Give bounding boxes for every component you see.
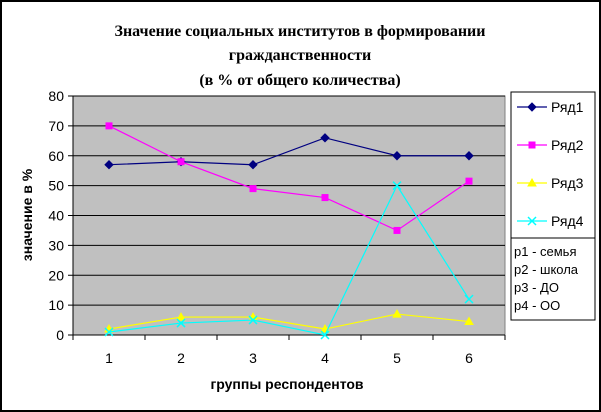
data-point xyxy=(465,177,473,185)
notes-box-frame xyxy=(510,237,596,321)
data-point xyxy=(105,122,113,130)
legend-marker xyxy=(528,141,536,149)
y-tick-label: 60 xyxy=(48,148,64,164)
data-point xyxy=(392,181,402,191)
y-tick-label: 30 xyxy=(48,237,64,253)
series-group xyxy=(104,122,474,340)
y-tick-label: 80 xyxy=(48,88,64,104)
data-point xyxy=(392,151,402,161)
chart-title-line-2: гражданственности xyxy=(229,47,371,64)
data-point xyxy=(177,158,185,166)
y-tick-label: 40 xyxy=(48,208,64,224)
gridlines xyxy=(68,95,505,336)
data-point xyxy=(176,318,186,328)
x-axis-label: группы респондентов xyxy=(210,376,363,392)
x-tick-labels: 1 2 3 4 5 6 xyxy=(105,350,473,366)
x-tick-label: 1 xyxy=(105,350,113,366)
notes-box: р1 - семья р2 - школа р3 - ДО р4 - ОО xyxy=(510,237,596,321)
series-line xyxy=(108,125,470,232)
data-point xyxy=(248,315,258,325)
y-tick-label: 70 xyxy=(48,118,64,134)
x-tick-label: 3 xyxy=(249,350,257,366)
data-point xyxy=(320,330,330,340)
legend-item: Ряд3 xyxy=(517,175,584,191)
x-tick-label: 2 xyxy=(177,350,185,366)
legend-label: Ряд3 xyxy=(551,175,584,191)
series-line xyxy=(108,137,469,166)
legend-label: Ряд2 xyxy=(551,137,584,153)
series-line xyxy=(108,313,470,330)
data-point xyxy=(104,327,114,337)
axes xyxy=(72,96,506,340)
x-tick-label: 4 xyxy=(321,350,329,366)
y-tick-label: 50 xyxy=(48,178,64,194)
y-tick-label: 10 xyxy=(48,297,64,313)
data-point xyxy=(249,185,257,193)
legend-item: Ряд4 xyxy=(517,213,584,229)
x-tick-label: 5 xyxy=(393,350,401,366)
data-point xyxy=(320,133,330,143)
note-line: р3 - ДО xyxy=(514,280,559,295)
series-4 xyxy=(104,181,474,340)
chart-subtitle: (в % от общего количества) xyxy=(199,72,400,89)
legend-label: Ряд1 xyxy=(551,99,584,115)
data-point xyxy=(464,316,474,326)
legend-marker xyxy=(527,177,537,187)
legend-marker xyxy=(527,216,537,226)
data-point xyxy=(176,312,186,321)
legend-item: Ряд2 xyxy=(517,137,584,153)
y-tick-label: 0 xyxy=(56,327,64,343)
data-point xyxy=(464,151,474,161)
series-2 xyxy=(105,122,473,234)
data-point xyxy=(464,294,474,304)
chart-title-line-1: Значение социальных институтов в формиро… xyxy=(115,23,486,40)
legend-box xyxy=(510,91,596,241)
y-tick-labels: 0 10 20 30 40 50 60 70 80 xyxy=(48,88,64,343)
y-tick-label: 20 xyxy=(48,267,64,283)
data-point xyxy=(392,309,402,318)
x-tick-label: 6 xyxy=(465,350,473,366)
series-line xyxy=(108,184,470,336)
data-point xyxy=(393,226,401,234)
note-line: р2 - школа xyxy=(514,262,579,277)
legend-marker xyxy=(527,102,537,112)
data-point xyxy=(248,160,258,170)
legend-item: Ряд1 xyxy=(517,99,584,115)
data-point xyxy=(104,160,114,170)
legend: Ряд1 Ряд2 Ряд3 Ряд4 xyxy=(510,91,596,241)
note-line: р1 - семья xyxy=(514,244,577,259)
legend-label: Ряд4 xyxy=(551,213,584,229)
data-point xyxy=(321,194,329,202)
y-axis-label: значение в % xyxy=(19,168,35,261)
note-line: р4 - ОО xyxy=(514,298,560,313)
